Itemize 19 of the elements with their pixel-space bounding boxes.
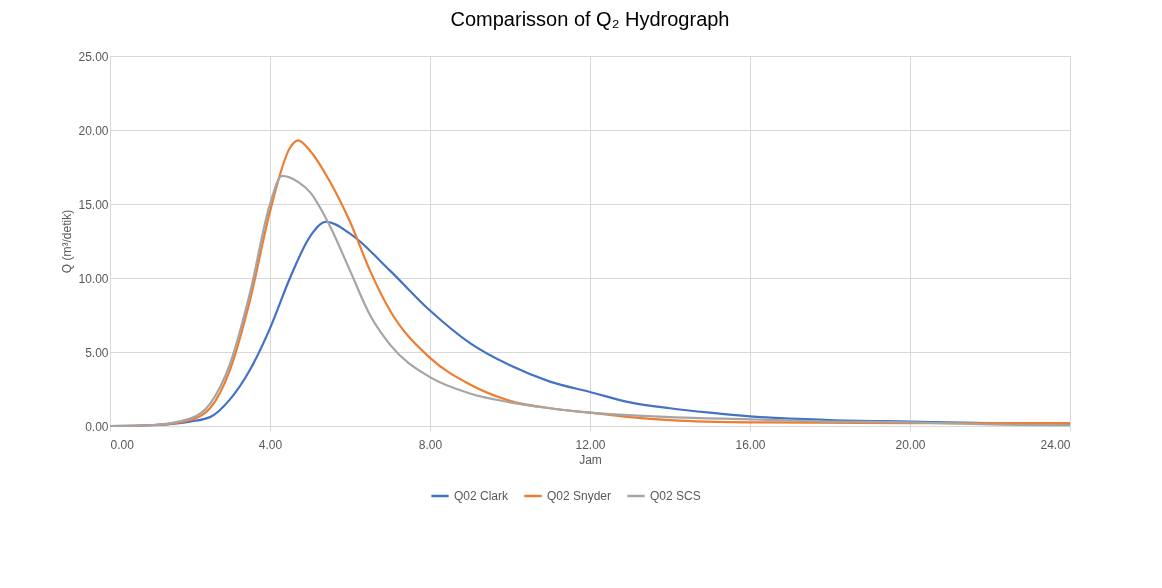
x-axis-title: Jam	[579, 452, 602, 467]
legend-label: Q02 SCS	[650, 489, 701, 503]
y-tick-label: 0.00	[85, 419, 109, 434]
x-tick-label: 0.00	[110, 437, 135, 452]
x-tick-label: 20.00	[895, 437, 926, 452]
y-tick-label: 20.00	[78, 123, 109, 138]
x-tick-label: 24.00	[1040, 437, 1071, 452]
chart-title: Comparisson of Q₂ Hydrograph	[450, 8, 730, 30]
y-tick-label: 15.00	[78, 197, 109, 212]
x-tick-label: 12.00	[575, 437, 606, 452]
y-tick-label: 10.00	[78, 271, 109, 286]
y-tick-label: 25.00	[78, 49, 109, 64]
legend-label: Q02 Snyder	[547, 489, 612, 503]
x-tick-label: 4.00	[258, 437, 283, 452]
legend-label: Q02 Clark	[454, 489, 510, 503]
x-tick-label: 16.00	[735, 437, 766, 452]
x-tick-label: 8.00	[418, 437, 443, 452]
y-axis-title: Q (m³/detik)	[60, 209, 75, 274]
y-tick-label: 5.00	[85, 345, 109, 360]
